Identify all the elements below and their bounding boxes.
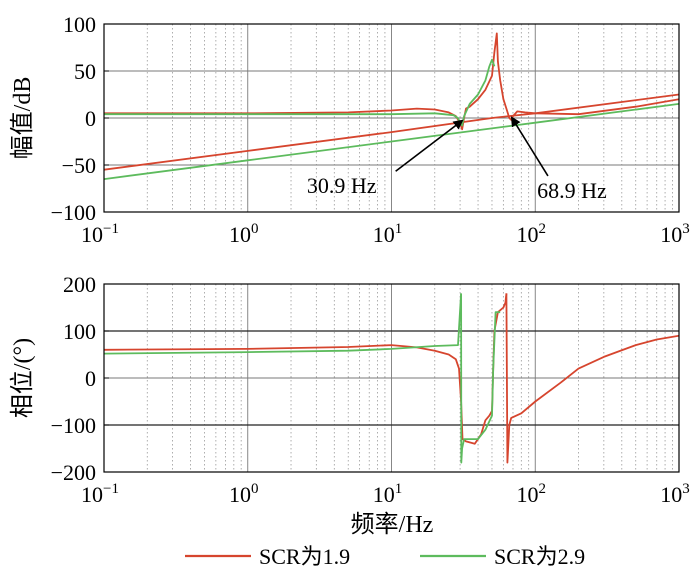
- series-line: [104, 103, 679, 180]
- annotation-arrow: [395, 119, 464, 172]
- y-tick-label: −100: [51, 200, 96, 225]
- phase-grid: [104, 284, 679, 472]
- x-tick-label: 102: [517, 221, 547, 247]
- series-line: [104, 93, 679, 171]
- x-tick-label: 103: [660, 221, 690, 247]
- annotation-label: 30.9 Hz: [307, 173, 377, 198]
- annotation-arrow: [510, 116, 549, 177]
- series-line: [104, 32, 679, 131]
- legend-label: SCR为2.9: [494, 544, 585, 569]
- legend: SCR为1.9 SCR为2.9: [185, 544, 585, 569]
- phase-x-tick-labels: 10−1 100 101 102 103: [81, 481, 690, 507]
- phase-y-tick-labels: 200 100 0 −100 −200: [51, 272, 109, 485]
- x-tick-label: 102: [517, 481, 547, 507]
- magnitude-y-axis-label: 幅值/dB: [9, 77, 36, 160]
- magnitude-y-tick-labels: 100 50 0 −50 −100: [51, 12, 109, 225]
- x-tick-label: 100: [229, 481, 259, 507]
- legend-label: SCR为1.9: [259, 544, 350, 569]
- y-tick-label: −50: [62, 153, 96, 178]
- series-line: [460, 293, 501, 464]
- y-tick-label: −100: [51, 413, 96, 438]
- series-line: [505, 293, 679, 464]
- magnitude-grid: [104, 24, 679, 212]
- x-tick-label: 101: [373, 221, 403, 247]
- x-tick-label: 103: [660, 481, 690, 507]
- y-tick-label: 100: [63, 12, 96, 37]
- x-tick-label: 10−1: [81, 481, 119, 507]
- x-axis-label: 频率/Hz: [351, 511, 434, 538]
- x-tick-label: 100: [229, 221, 259, 247]
- phase-series: [104, 293, 679, 464]
- x-tick-label: 10−1: [81, 221, 119, 247]
- series-line: [104, 293, 462, 355]
- magnitude-x-tick-labels: 10−1 100 101 102 103: [81, 221, 690, 247]
- y-tick-label: 100: [63, 319, 96, 344]
- magnitude-panel: 100 50 0 −50 −100 10−1 100 101 102 103 幅值/dB 30.…: [9, 12, 690, 247]
- magnitude-annotations: 30.9 Hz 68.9 Hz: [307, 116, 607, 203]
- annotation-label: 68.9 Hz: [537, 178, 607, 203]
- y-tick-label: 200: [63, 272, 96, 297]
- phase-y-axis-label: 相位/(°): [9, 338, 36, 418]
- y-tick-label: 0: [85, 366, 96, 391]
- y-tick-label: −200: [51, 460, 96, 485]
- y-tick-label: 0: [85, 106, 96, 131]
- x-tick-label: 101: [373, 481, 403, 507]
- y-tick-label: 50: [74, 59, 96, 84]
